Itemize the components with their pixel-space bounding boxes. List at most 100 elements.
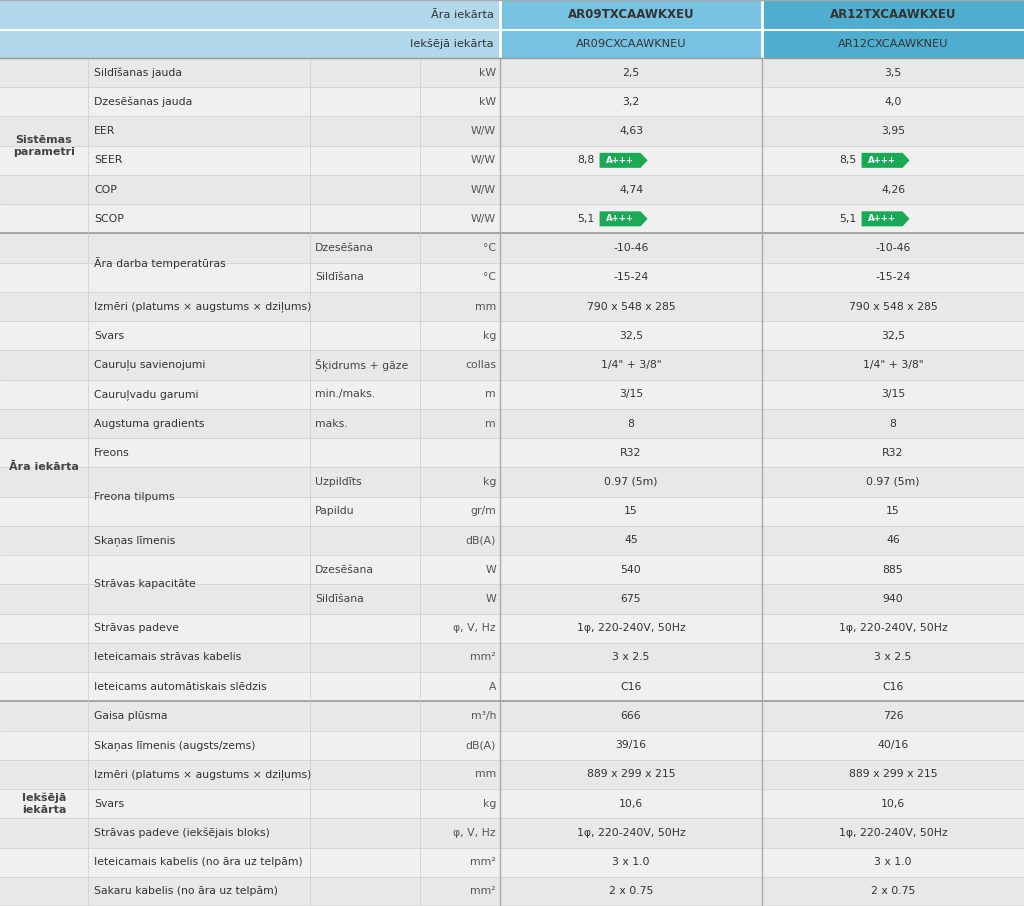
Bar: [762, 263, 1024, 292]
Text: mm: mm: [475, 769, 496, 779]
Text: 1φ, 220-240V, 50Hz: 1φ, 220-240V, 50Hz: [839, 623, 947, 633]
Text: Cauruļvadu garumi: Cauruļvadu garumi: [94, 389, 199, 400]
Text: -15-24: -15-24: [613, 273, 648, 283]
Bar: [500, 30, 762, 58]
Bar: [0, 263, 88, 292]
Text: 1/4" + 3/8": 1/4" + 3/8": [862, 360, 924, 370]
Text: A+++: A+++: [606, 215, 634, 223]
Bar: [0, 525, 88, 555]
Bar: [762, 58, 1024, 87]
Text: 885: 885: [883, 564, 903, 574]
Bar: [762, 234, 1024, 263]
Bar: [88, 789, 500, 818]
Bar: [0, 87, 88, 117]
Bar: [0, 409, 88, 439]
Bar: [762, 643, 1024, 672]
Bar: [88, 321, 500, 351]
Bar: [88, 877, 500, 906]
Bar: [500, 0, 762, 30]
Text: 5,1: 5,1: [578, 214, 594, 224]
Bar: [500, 672, 762, 701]
Bar: [500, 789, 762, 818]
Text: Izmēri (platums × augstums × dziļums): Izmēri (platums × augstums × dziļums): [94, 769, 311, 780]
Bar: [0, 789, 88, 818]
Bar: [0, 730, 88, 760]
Text: W/W: W/W: [471, 155, 496, 165]
Bar: [500, 263, 762, 292]
Bar: [762, 204, 1024, 234]
Bar: [762, 0, 1024, 30]
Text: A+++: A+++: [606, 156, 634, 165]
Text: 46: 46: [886, 535, 900, 545]
Polygon shape: [600, 211, 647, 226]
Bar: [762, 818, 1024, 847]
Bar: [762, 672, 1024, 701]
Text: -10-46: -10-46: [613, 243, 648, 253]
Text: AR09TXCAAWKXEU: AR09TXCAAWKXEU: [567, 8, 694, 22]
Bar: [88, 175, 500, 204]
Text: 3,95: 3,95: [881, 126, 905, 136]
Bar: [88, 263, 500, 292]
Bar: [88, 496, 500, 525]
Bar: [88, 584, 500, 613]
Text: 790 x 548 x 285: 790 x 548 x 285: [587, 302, 676, 312]
Text: SCOP: SCOP: [94, 214, 124, 224]
Text: Dzesēšana: Dzesēšana: [315, 564, 374, 574]
Bar: [762, 584, 1024, 613]
Text: φ, V, Hz: φ, V, Hz: [454, 828, 496, 838]
Text: Āra iekārta: Āra iekārta: [431, 10, 494, 20]
Bar: [500, 818, 762, 847]
Text: m: m: [485, 390, 496, 400]
Bar: [88, 467, 500, 496]
Bar: [0, 643, 88, 672]
Text: 4,74: 4,74: [618, 185, 643, 195]
Text: Sakaru kabelis (no āra uz telpām): Sakaru kabelis (no āra uz telpām): [94, 886, 278, 896]
Text: °C: °C: [483, 273, 496, 283]
Text: -15-24: -15-24: [876, 273, 910, 283]
Bar: [88, 439, 500, 467]
Bar: [500, 555, 762, 584]
Bar: [88, 818, 500, 847]
Bar: [88, 204, 500, 234]
Bar: [762, 439, 1024, 467]
Text: 540: 540: [621, 564, 641, 574]
Text: Strāvas kapacitāte: Strāvas kapacitāte: [94, 579, 196, 589]
Text: 8,8: 8,8: [578, 155, 594, 165]
Bar: [88, 555, 500, 584]
Bar: [0, 439, 88, 467]
Text: Svars: Svars: [94, 331, 124, 341]
Polygon shape: [861, 153, 909, 168]
Text: AR09CXCAAWKNEU: AR09CXCAAWKNEU: [575, 39, 686, 49]
Text: 940: 940: [883, 594, 903, 604]
Bar: [0, 58, 88, 87]
Text: φ, V, Hz: φ, V, Hz: [454, 623, 496, 633]
Bar: [88, 760, 500, 789]
Bar: [762, 87, 1024, 117]
Bar: [762, 380, 1024, 409]
Bar: [0, 146, 88, 175]
Text: 8,5: 8,5: [839, 155, 856, 165]
Bar: [762, 760, 1024, 789]
Bar: [88, 613, 500, 643]
Text: collas: collas: [465, 360, 496, 370]
Bar: [762, 146, 1024, 175]
Text: min./maks.: min./maks.: [315, 390, 375, 400]
Text: 666: 666: [621, 711, 641, 721]
Text: 1φ, 220-240V, 50Hz: 1φ, 220-240V, 50Hz: [577, 623, 685, 633]
Text: 3 x 1.0: 3 x 1.0: [612, 857, 650, 867]
Bar: [0, 613, 88, 643]
Text: 1/4" + 3/8": 1/4" + 3/8": [601, 360, 662, 370]
Text: A+++: A+++: [868, 156, 896, 165]
Text: 45: 45: [624, 535, 638, 545]
Text: Izmēri (platums × augstums × dziļums): Izmēri (platums × augstums × dziļums): [94, 301, 311, 312]
Bar: [0, 30, 1024, 58]
Text: 4,26: 4,26: [881, 185, 905, 195]
Bar: [88, 234, 500, 263]
Bar: [762, 351, 1024, 380]
Text: mm²: mm²: [470, 652, 496, 662]
Text: W/W: W/W: [471, 185, 496, 195]
Bar: [0, 467, 88, 496]
Text: 15: 15: [624, 506, 638, 516]
Bar: [0, 321, 88, 351]
Text: 40/16: 40/16: [878, 740, 908, 750]
